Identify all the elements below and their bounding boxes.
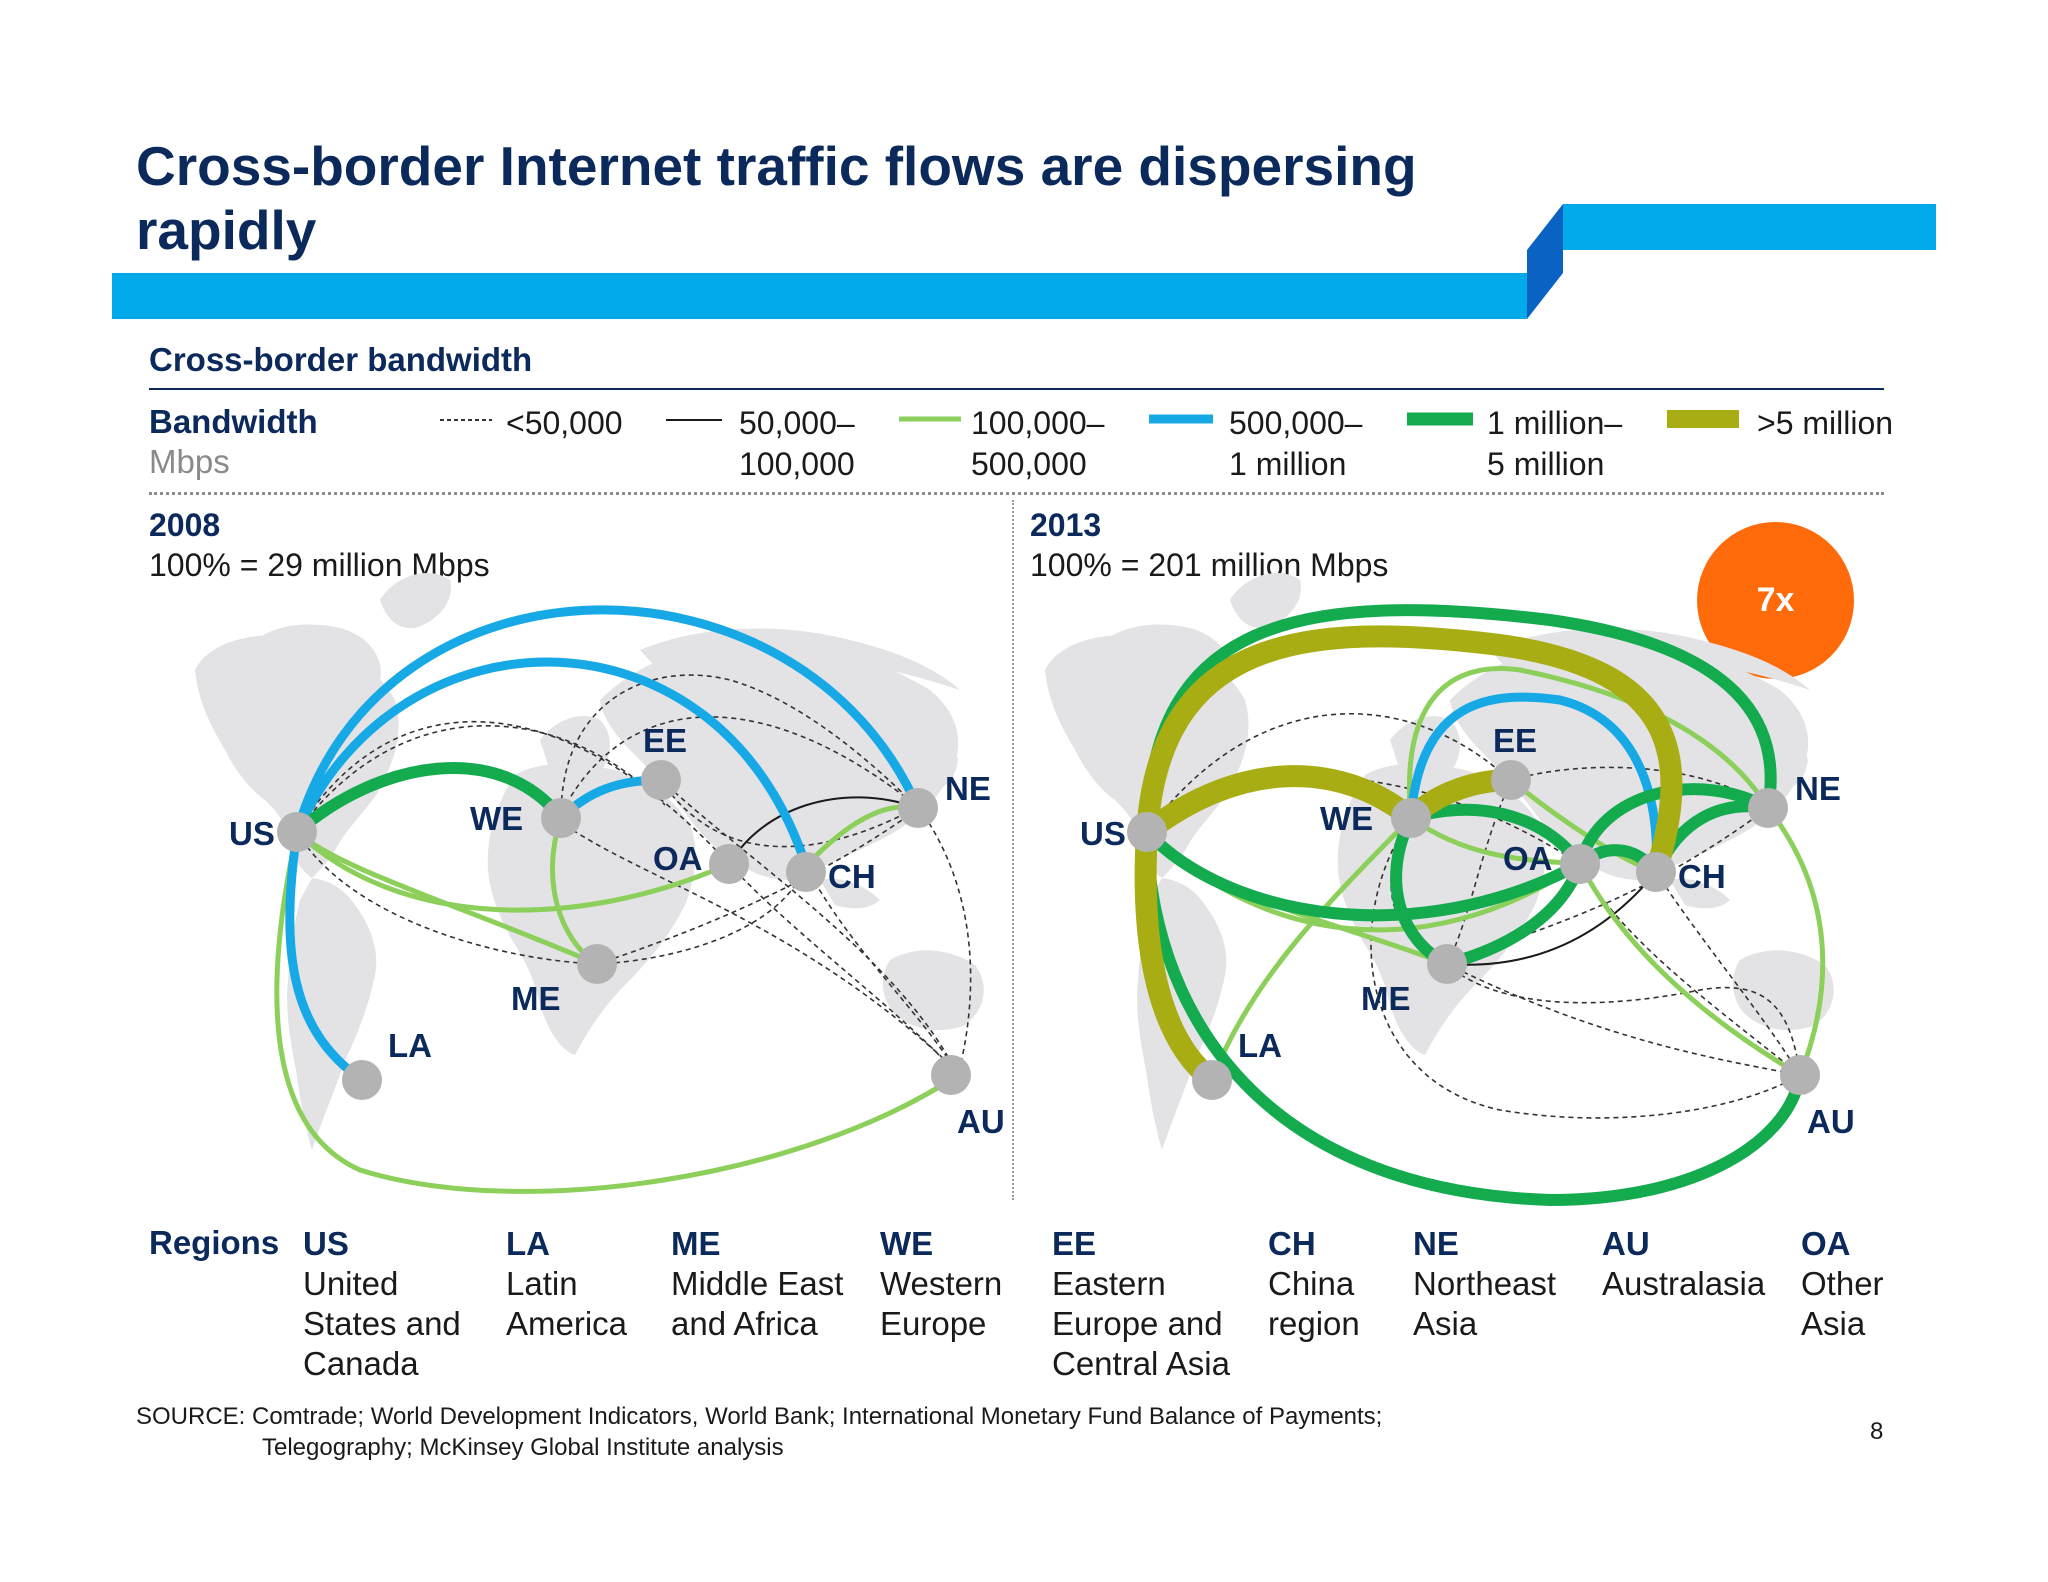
label-ch-2008: CH (828, 858, 876, 895)
label-me-2013: ME (1361, 980, 1411, 1017)
legend-swatch-thin (666, 419, 722, 421)
label-we-2013: WE (1320, 800, 1373, 837)
region-key-me: ME Middle East and Africa (671, 1225, 844, 1342)
node-me-2013 (1427, 944, 1467, 984)
panel-2013-year: 2013 (1030, 507, 1102, 543)
label-me-2008: ME (511, 980, 561, 1017)
source-note: SOURCE: Comtrade; World Development Indi… (136, 1403, 1383, 1461)
node-we-2008 (541, 798, 581, 838)
legend-item-50k-100k: 50,000– 100,000 (739, 405, 855, 482)
regions-heading: Regions (149, 1224, 280, 1261)
legend-swatch-blue (1149, 414, 1213, 424)
label-la-2013: LA (1238, 1027, 1282, 1064)
flows-2008-dashed (296, 674, 972, 1076)
legend-unit: Mbps (149, 443, 230, 480)
node-ch-2013 (1636, 852, 1676, 892)
label-la-2008: LA (388, 1027, 432, 1064)
legend-heading: Bandwidth (149, 403, 318, 440)
node-oa-2013 (1560, 844, 1600, 884)
label-we-2008: WE (470, 800, 523, 837)
node-au-2008 (931, 1055, 971, 1095)
node-la-2008 (342, 1060, 382, 1100)
nodes-2013 (1127, 760, 1820, 1100)
legend-item-500k-1m: 500,000– 1 million (1229, 405, 1363, 482)
node-ch-2008 (786, 852, 826, 892)
map-2013: US LA ME WE EE CH NE AU OA (1045, 572, 1855, 1207)
label-ee-2013: EE (1493, 722, 1537, 759)
legend-swatch-dashed (440, 419, 492, 421)
section-title: Cross-border bandwidth (149, 341, 533, 378)
panel-divider (1012, 500, 1014, 1200)
node-me-2008 (577, 944, 617, 984)
node-we-2013 (1391, 798, 1431, 838)
page-title: Cross-border Internet traffic flows are … (136, 135, 1417, 261)
node-la-2013 (1192, 1060, 1232, 1100)
node-ne-2008 (898, 788, 938, 828)
label-ne-2008: NE (945, 770, 991, 807)
page-number: 8 (1870, 1418, 1884, 1445)
region-key-ne: NE Northeast Asia (1413, 1225, 1557, 1342)
panel-2008-year: 2008 (149, 507, 221, 543)
node-oa-2008 (709, 844, 749, 884)
node-ee-2013 (1491, 760, 1531, 800)
legend-item-gt5m: >5 million (1757, 405, 1894, 441)
legend-swatch-olive (1667, 410, 1739, 428)
node-us-2008 (277, 812, 317, 852)
nodes-2008 (277, 760, 971, 1100)
header-banner (112, 204, 1936, 319)
label-ch-2013: CH (1678, 858, 1726, 895)
region-key-we: WE Western Europe (880, 1225, 1003, 1342)
legend-swatch-light-green (899, 416, 961, 422)
label-ne-2013: NE (1795, 770, 1841, 807)
legend-divider (149, 492, 1884, 495)
flows-2013-blue (1406, 692, 1661, 873)
region-key-la: LA Latin America (506, 1225, 628, 1342)
label-oa-2008: OA (653, 840, 703, 877)
region-key-ee: EE Eastern Europe and Central Asia (1052, 1225, 1230, 1382)
node-ne-2013 (1748, 788, 1788, 828)
label-us-2013: US (1080, 815, 1126, 852)
flows-2013-olive (1134, 625, 1683, 1089)
label-ee-2008: EE (643, 722, 687, 759)
flows-2008-thin (729, 796, 919, 865)
label-us-2008: US (229, 815, 275, 852)
region-key-au: AU Australasia (1602, 1225, 1766, 1302)
label-au-2013: AU (1807, 1103, 1855, 1140)
region-key-ch: CH China region (1268, 1225, 1360, 1342)
node-us-2013 (1127, 812, 1167, 852)
flows-2008-green (293, 762, 566, 837)
legend-swatch-green (1407, 412, 1473, 426)
region-key-us: US United States and Canada (303, 1225, 461, 1382)
section-rule (149, 388, 1884, 390)
legend-item-1m-5m: 1 million– 5 million (1487, 405, 1623, 482)
region-key-oa: OA Other Asia (1801, 1225, 1884, 1342)
legend-item-lt50k: <50,000 (506, 405, 623, 441)
flows-2013-thin (1446, 871, 1657, 966)
map-2008: US LA ME WE EE CH NE AU OA (195, 572, 1005, 1194)
legend-item-100k-500k: 100,000– 500,000 (971, 405, 1105, 482)
label-au-2008: AU (957, 1103, 1005, 1140)
node-ee-2008 (641, 760, 681, 800)
panel-2013-total: 100% = 201 million Mbps (1030, 547, 1389, 583)
label-oa-2013: OA (1503, 840, 1553, 877)
node-au-2013 (1780, 1055, 1820, 1095)
